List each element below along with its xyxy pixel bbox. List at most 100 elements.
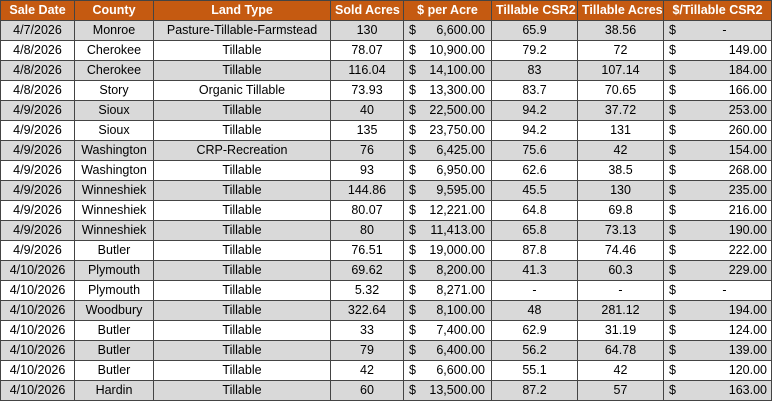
cell-price-per-tillable-csr2: $260.00 [663, 120, 772, 141]
cell-tillable-acres: 73.13 [577, 220, 664, 241]
currency-symbol: $ [409, 243, 416, 257]
price-per-tillable-csr2-value: 253.00 [728, 103, 767, 117]
cell-price-per-tillable-csr2: $235.00 [663, 180, 772, 201]
table-row: 4/9/2026 Washington CRP-Recreation 76 $6,425… [0, 140, 772, 161]
currency-symbol: $ [409, 263, 416, 277]
table-row: 4/8/2026 Story Organic Tillable 73.93 $13,30… [0, 80, 772, 101]
table-row: 4/7/2026 Monroe Pasture-Tillable-Farmstead… [0, 20, 772, 41]
cell-land-type: Tillable [153, 60, 331, 81]
cell-price-per-tillable-csr2: $154.00 [663, 140, 772, 161]
cell-price-per-acre: $6,400.00 [403, 340, 492, 361]
cell-land-type: Tillable [153, 200, 331, 221]
cell-tillable-csr2: 94.2 [491, 120, 578, 141]
cell-tillable-csr2: 48 [491, 300, 578, 321]
cell-sold-acres: 69.62 [330, 260, 404, 281]
cell-price-per-tillable-csr2: $149.00 [663, 40, 772, 61]
price-per-acre-value: 22,500.00 [429, 103, 485, 117]
price-per-tillable-csr2-value: 139.00 [728, 343, 767, 357]
cell-price-per-tillable-csr2: $120.00 [663, 360, 772, 381]
header-price-per-acre: $ per Acre [403, 0, 492, 21]
cell-sale-date: 4/10/2026 [0, 360, 75, 381]
currency-symbol: $ [409, 383, 416, 397]
cell-tillable-csr2: 55.1 [491, 360, 578, 381]
price-per-tillable-csr2-value: 190.00 [728, 223, 767, 237]
cell-price-per-tillable-csr2: $163.00 [663, 380, 772, 401]
price-per-tillable-csr2-value: 154.00 [728, 143, 767, 157]
header-land-type: Land Type [153, 0, 331, 21]
table-row: 4/10/2026 Butler Tillable 42 $6,600.00 55.1 42… [0, 360, 772, 381]
cell-tillable-acres: 64.78 [577, 340, 664, 361]
cell-land-type: Tillable [153, 40, 331, 61]
cell-sale-date: 4/9/2026 [0, 100, 75, 121]
cell-sold-acres: 76 [330, 140, 404, 161]
cell-price-per-tillable-csr2: $ - [663, 280, 772, 301]
cell-county: Butler [74, 340, 154, 361]
price-per-acre-value: 6,950.00 [436, 163, 485, 177]
currency-symbol: $ [409, 143, 416, 157]
cell-sale-date: 4/9/2026 [0, 180, 75, 201]
cell-tillable-csr2: 94.2 [491, 100, 578, 121]
cell-sale-date: 4/7/2026 [0, 20, 75, 41]
price-per-tillable-csr2-value: - [722, 283, 727, 297]
cell-sold-acres: 40 [330, 100, 404, 121]
cell-price-per-tillable-csr2: $268.00 [663, 160, 772, 181]
table-row: 4/10/2026 Butler Tillable 33 $7,400.00 62.9 31… [0, 320, 772, 341]
price-per-tillable-csr2-value: 120.00 [728, 363, 767, 377]
cell-county: Winneshiek [74, 180, 154, 201]
header-tillable-csr2: Tillable CSR2 [491, 0, 578, 21]
cell-tillable-acres: 74.46 [577, 240, 664, 261]
price-per-acre-value: 7,400.00 [436, 323, 485, 337]
currency-symbol: $ [409, 303, 416, 317]
cell-price-per-acre: $22,500.00 [403, 100, 492, 121]
cell-tillable-csr2: 41.3 [491, 260, 578, 281]
currency-symbol: $ [669, 23, 676, 37]
cell-county: Sioux [74, 100, 154, 121]
price-per-tillable-csr2-value: 229.00 [728, 263, 767, 277]
cell-tillable-csr2: 62.9 [491, 320, 578, 341]
cell-tillable-acres: 60.3 [577, 260, 664, 281]
cell-land-type: Tillable [153, 240, 331, 261]
cell-county: Hardin [74, 380, 154, 401]
cell-sold-acres: 5.32 [330, 280, 404, 301]
currency-symbol: $ [409, 83, 416, 97]
price-per-acre-value: 6,600.00 [436, 23, 485, 37]
cell-land-type: Pasture-Tillable-Farmstead [153, 20, 331, 41]
currency-symbol: $ [669, 163, 676, 177]
cell-tillable-acres: 31.19 [577, 320, 664, 341]
cell-sold-acres: 78.07 [330, 40, 404, 61]
cell-price-per-acre: $12,221.00 [403, 200, 492, 221]
cell-land-type: Tillable [153, 380, 331, 401]
cell-tillable-acres: 69.8 [577, 200, 664, 221]
cell-tillable-csr2: 45.5 [491, 180, 578, 201]
cell-county: Washington [74, 160, 154, 181]
cell-sale-date: 4/9/2026 [0, 220, 75, 241]
cell-land-type: Tillable [153, 360, 331, 381]
cell-sold-acres: 79 [330, 340, 404, 361]
cell-tillable-csr2: 83.7 [491, 80, 578, 101]
currency-symbol: $ [669, 363, 676, 377]
cell-price-per-acre: $7,400.00 [403, 320, 492, 341]
currency-symbol: $ [669, 103, 676, 117]
cell-sale-date: 4/10/2026 [0, 260, 75, 281]
table-body: 4/7/2026 Monroe Pasture-Tillable-Farmstead… [0, 20, 772, 401]
cell-tillable-acres: 107.14 [577, 60, 664, 81]
price-per-acre-value: 19,000.00 [429, 243, 485, 257]
table-row: 4/9/2026 Washington Tillable 93 $6,950.00 62.… [0, 160, 772, 181]
cell-sale-date: 4/8/2026 [0, 60, 75, 81]
cell-tillable-acres: - [577, 280, 664, 301]
cell-sold-acres: 33 [330, 320, 404, 341]
currency-symbol: $ [409, 363, 416, 377]
price-per-acre-value: 13,300.00 [429, 83, 485, 97]
cell-land-type: CRP-Recreation [153, 140, 331, 161]
cell-land-type: Tillable [153, 260, 331, 281]
price-per-acre-value: 23,750.00 [429, 123, 485, 137]
cell-price-per-acre: $10,900.00 [403, 40, 492, 61]
cell-tillable-csr2: 83 [491, 60, 578, 81]
cell-land-type: Tillable [153, 160, 331, 181]
currency-symbol: $ [409, 23, 416, 37]
cell-price-per-acre: $9,595.00 [403, 180, 492, 201]
table-row: 4/9/2026 Winneshiek Tillable 80 $11,413.00 65… [0, 220, 772, 241]
cell-sale-date: 4/8/2026 [0, 40, 75, 61]
cell-price-per-acre: $6,950.00 [403, 160, 492, 181]
cell-price-per-acre: $8,271.00 [403, 280, 492, 301]
